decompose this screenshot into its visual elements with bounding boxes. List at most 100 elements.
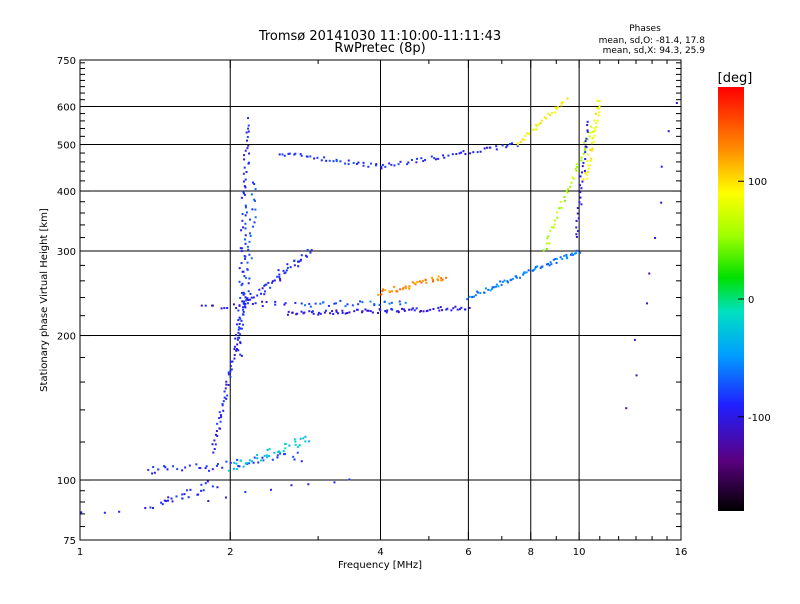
data-point <box>434 158 437 161</box>
data-point <box>335 160 338 163</box>
data-point <box>479 292 482 295</box>
data-point <box>244 178 247 181</box>
data-point <box>518 276 521 279</box>
data-point <box>229 461 232 464</box>
data-point <box>586 120 589 123</box>
data-point <box>491 286 494 289</box>
data-point <box>586 124 589 127</box>
data-point <box>431 278 434 281</box>
data-point <box>660 201 663 204</box>
data-point <box>456 308 459 311</box>
data-point <box>437 306 440 309</box>
data-point <box>235 348 238 351</box>
data-point <box>325 159 328 162</box>
data-point <box>393 164 396 167</box>
data-point <box>248 253 251 256</box>
data-point <box>226 307 229 310</box>
data-point <box>214 443 217 446</box>
data-point <box>211 304 214 307</box>
data-point <box>244 491 247 494</box>
data-point <box>583 169 586 172</box>
data-point <box>579 196 582 199</box>
x-tick-label: 2 <box>227 547 233 558</box>
data-point <box>437 279 440 282</box>
data-point <box>582 152 585 155</box>
data-point <box>367 165 370 168</box>
data-point <box>590 157 593 160</box>
data-point <box>246 268 249 271</box>
data-point <box>247 282 250 285</box>
data-point <box>576 165 579 168</box>
data-point <box>347 159 350 162</box>
data-point <box>460 151 463 154</box>
data-point <box>625 407 628 410</box>
data-point <box>218 411 221 414</box>
data-point <box>240 327 243 330</box>
data-point <box>593 127 596 130</box>
data-point <box>555 108 558 111</box>
data-point <box>242 226 245 229</box>
data-point <box>401 288 404 291</box>
data-point <box>230 368 233 371</box>
stats-line-x: mean, sd,X: 94.3, 25.9 <box>603 46 706 56</box>
data-point <box>242 310 245 313</box>
data-point <box>273 451 276 454</box>
data-point <box>252 181 255 184</box>
data-point <box>553 219 556 222</box>
data-point <box>215 464 218 467</box>
data-point <box>296 451 299 454</box>
data-point <box>577 217 580 220</box>
data-point <box>535 125 538 128</box>
data-point <box>598 100 601 103</box>
data-point <box>304 435 307 438</box>
data-point <box>584 147 587 150</box>
data-point <box>508 143 511 146</box>
data-point <box>285 269 288 272</box>
data-point <box>247 290 250 293</box>
data-point <box>214 433 217 436</box>
data-point <box>238 280 241 283</box>
y-tick-label: 400 <box>57 187 76 198</box>
data-point <box>390 163 393 166</box>
data-point <box>397 311 400 314</box>
data-point <box>332 160 335 163</box>
y-tick-label: 750 <box>57 56 76 67</box>
data-point <box>645 302 648 305</box>
data-point <box>266 448 269 451</box>
data-point <box>584 145 587 148</box>
data-point <box>552 226 555 229</box>
data-point <box>441 309 444 312</box>
data-point <box>410 158 413 161</box>
data-point <box>236 467 239 470</box>
data-point <box>559 200 562 203</box>
data-point <box>506 144 509 147</box>
data-point <box>307 483 310 486</box>
data-point <box>222 400 225 403</box>
data-point <box>598 111 601 114</box>
data-point <box>248 152 251 155</box>
data-point <box>304 304 307 307</box>
data-point <box>543 116 546 119</box>
data-point <box>232 467 235 470</box>
data-point <box>561 101 564 104</box>
data-point <box>299 258 302 261</box>
data-point <box>224 387 227 390</box>
data-point <box>522 273 525 276</box>
data-point <box>176 468 179 471</box>
data-point <box>466 298 469 301</box>
data-point <box>289 266 292 269</box>
data-point <box>523 138 526 141</box>
data-point <box>322 301 325 304</box>
data-point <box>584 158 587 161</box>
data-point <box>233 345 236 348</box>
data-point <box>584 151 587 154</box>
data-point <box>595 122 598 125</box>
data-point <box>271 281 274 284</box>
data-point <box>242 192 245 195</box>
data-point <box>220 416 223 419</box>
data-point <box>560 206 563 209</box>
data-point <box>245 131 248 134</box>
data-point <box>361 311 364 314</box>
data-point <box>248 240 251 243</box>
